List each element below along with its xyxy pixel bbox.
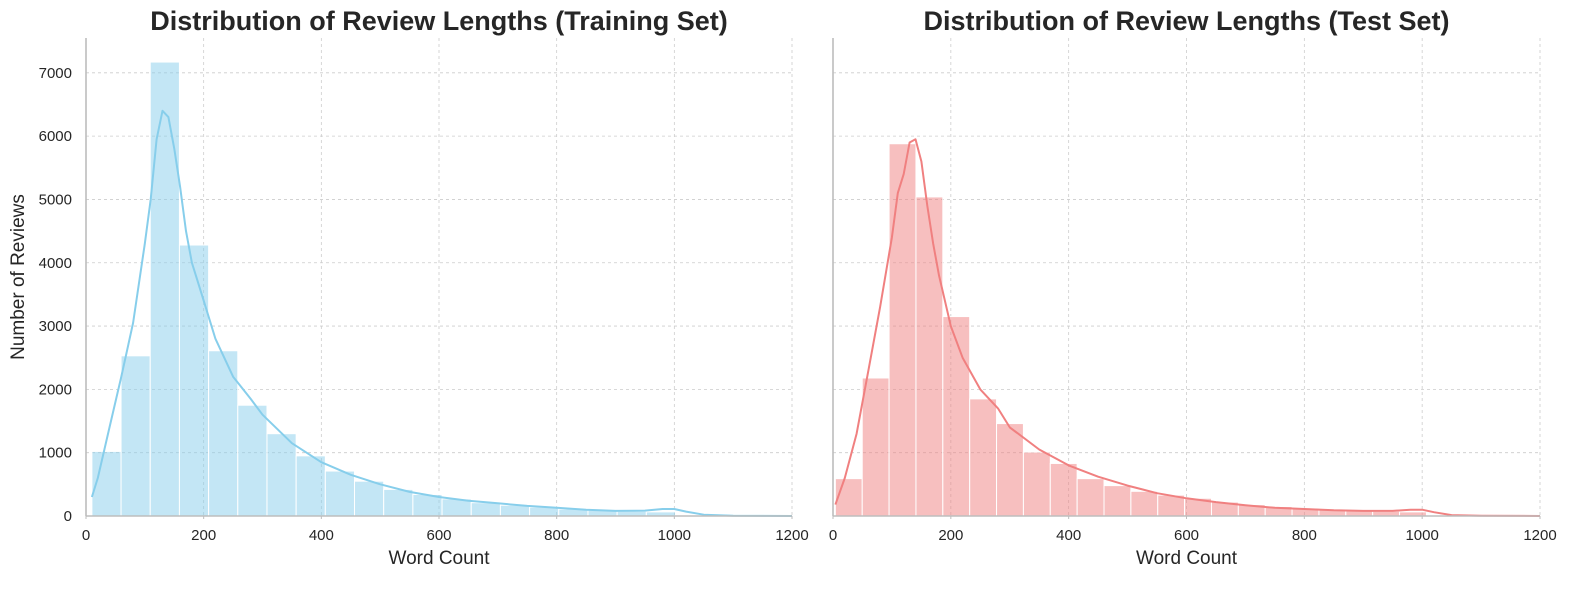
x-axis-label: Word Count (1136, 548, 1238, 569)
histogram-bar (324, 470, 356, 517)
x-tick-label: 0 (82, 527, 90, 544)
x-tick-label: 1200 (1523, 527, 1556, 544)
histogram-bar (1022, 451, 1051, 517)
y-tick-label: 3000 (39, 318, 72, 335)
histogram-bar (996, 423, 1024, 517)
chart-title: Distribution of Review Lengths (Training… (150, 6, 728, 36)
y-axis-label: Number of Reviews (8, 194, 29, 360)
chart-panel-training: 0 200 400 600 800 1000 1200 0 1000 2000 3000 4000 50… (8, 6, 809, 569)
x-tick-label: 200 (191, 527, 216, 544)
histogram-bar (1076, 478, 1105, 517)
histogram-bar (178, 244, 210, 517)
histogram-bar (470, 502, 501, 517)
histogram-bar (499, 504, 531, 517)
chart-title: Distribution of Review Lengths (Test Set… (923, 6, 1449, 36)
x-tick-label: 600 (426, 527, 451, 544)
histogram-bar (1130, 490, 1159, 517)
histogram-bar (861, 377, 890, 517)
histogram-bar (1103, 485, 1132, 517)
x-tick-label: 400 (309, 527, 334, 544)
x-tick-label: 1000 (658, 527, 691, 544)
x-tick-label: 1000 (1405, 527, 1438, 544)
kde-curve (90, 109, 793, 517)
y-tick-label: 1000 (39, 445, 72, 462)
y-tick-label: 7000 (39, 65, 72, 82)
x-tick-label: 200 (938, 527, 963, 544)
histogram-bar (266, 433, 297, 517)
x-tick-label: 800 (544, 527, 569, 544)
y-tick-label: 2000 (39, 381, 72, 398)
y-tick-label: 0 (64, 508, 72, 525)
histogram-bar (969, 398, 998, 517)
histogram-bar (237, 404, 268, 517)
y-tick-label: 4000 (39, 255, 72, 272)
x-tick-label: 600 (1174, 527, 1199, 544)
histogram-bar (1049, 462, 1078, 517)
y-tick-label: 6000 (39, 128, 72, 145)
histogram-bar (942, 316, 971, 517)
chart-panel-test: 0 200 400 600 800 1000 1200 Distribution of Rev… (829, 6, 1557, 569)
histogram-bar (295, 455, 326, 517)
x-tick-label: 400 (1056, 527, 1081, 544)
histogram-bar (149, 61, 180, 517)
histogram-bar (834, 478, 863, 517)
kde-curve (834, 138, 1541, 517)
histogram-bar (354, 480, 385, 517)
x-tick-label: 800 (1292, 527, 1317, 544)
x-tick-label: 0 (829, 527, 837, 544)
histogram-bar (888, 143, 917, 517)
histogram-bar (120, 355, 151, 517)
histogram-bar (915, 196, 944, 517)
y-tick-label: 5000 (39, 191, 72, 208)
histogram-bar (208, 350, 239, 517)
x-axis-label: Word Count (388, 548, 490, 569)
x-tick-label: 1200 (775, 527, 808, 544)
histogram-bar (383, 488, 414, 517)
